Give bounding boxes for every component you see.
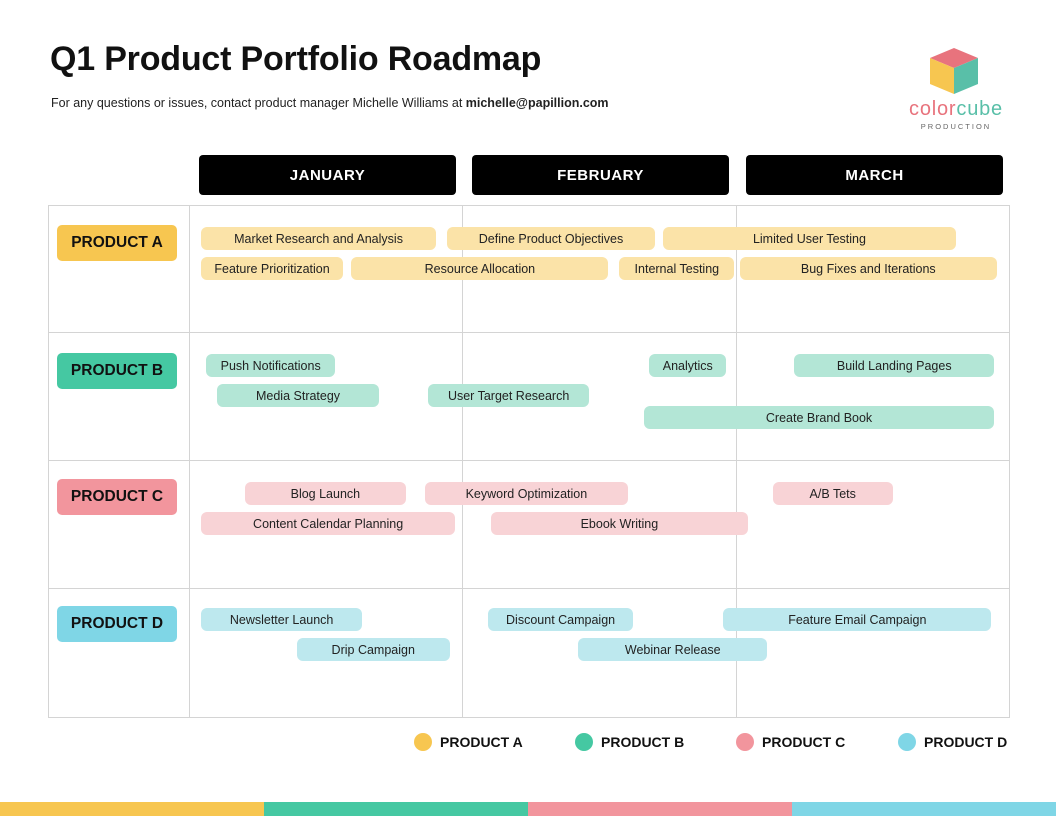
task-bar[interactable]: Drip Campaign (296, 638, 450, 661)
legend-label: PRODUCT C (762, 734, 846, 750)
logo-tagline: PRODUCTION (920, 122, 992, 131)
grid-divider (48, 588, 1010, 589)
footer-color-strip (792, 802, 1056, 816)
legend-label: PRODUCT D (924, 734, 1008, 750)
legend-label: PRODUCT A (440, 734, 523, 750)
task-bar[interactable]: Keyword Optimization (425, 482, 628, 505)
logo-wordmark: colorcube (909, 98, 1003, 120)
task-bar[interactable]: Ebook Writing (490, 512, 748, 535)
month-header-january: JANUARY (199, 155, 456, 195)
task-bar[interactable]: Build Landing Pages (794, 354, 995, 377)
product-c-label: PRODUCT C (57, 479, 177, 515)
task-bar[interactable]: Newsletter Launch (200, 608, 363, 631)
legend-item-product-c: PRODUCT C (736, 732, 845, 752)
task-bar[interactable]: Feature Email Campaign (723, 608, 992, 631)
contact-text: For any questions or issues, contact pro… (51, 96, 466, 110)
grid-divider (48, 460, 1010, 461)
task-bar[interactable]: Feature Prioritization (200, 257, 344, 280)
task-bar[interactable]: Analytics (649, 354, 727, 377)
contact-email: michelle@papillion.com (465, 96, 609, 110)
contact-subtitle: For any questions or issues, contact pro… (51, 96, 609, 110)
task-bar[interactable]: Media Strategy (217, 384, 379, 407)
task-bar[interactable]: Bug Fixes and Iterations (739, 257, 997, 280)
product-a-dot-icon (414, 733, 432, 751)
page-title: Q1 Product Portfolio Roadmap (50, 40, 542, 78)
footer-color-strip (528, 802, 792, 816)
task-bar[interactable]: Create Brand Book (644, 406, 995, 429)
task-bar[interactable]: Limited User Testing (663, 227, 956, 250)
task-bar[interactable]: User Target Research (427, 384, 590, 407)
product-d-label: PRODUCT D (57, 606, 177, 642)
task-bar[interactable]: Content Calendar Planning (200, 512, 456, 535)
colorcube-logo: colorcube PRODUCTION (896, 46, 1016, 136)
task-bar[interactable]: A/B Tets (772, 482, 893, 505)
product-a-label: PRODUCT A (57, 225, 177, 261)
task-bar[interactable]: Market Research and Analysis (200, 227, 437, 250)
grid-divider (189, 205, 190, 718)
product-d-dot-icon (898, 733, 916, 751)
grid-divider (462, 205, 463, 718)
task-bar[interactable]: Define Product Objectives (447, 227, 655, 250)
roadmap-grid (48, 205, 1010, 718)
cube-icon (930, 48, 978, 94)
legend-item-product-a: PRODUCT A (414, 732, 523, 752)
task-bar[interactable]: Webinar Release (578, 638, 768, 661)
task-bar[interactable]: Resource Allocation (351, 257, 609, 280)
product-c-dot-icon (736, 733, 754, 751)
footer-color-strip (264, 802, 528, 816)
month-header-march: MARCH (746, 155, 1003, 195)
legend-item-product-d: PRODUCT D (898, 732, 1007, 752)
grid-divider (48, 332, 1010, 333)
task-bar[interactable]: Blog Launch (244, 482, 407, 505)
legend-label: PRODUCT B (601, 734, 685, 750)
product-b-label: PRODUCT B (57, 353, 177, 389)
task-bar[interactable]: Internal Testing (619, 257, 735, 280)
legend-item-product-b: PRODUCT B (575, 732, 684, 752)
footer-color-strip (0, 802, 264, 816)
grid-divider (736, 205, 737, 718)
month-header-february: FEBRUARY (472, 155, 729, 195)
task-bar[interactable]: Push Notifications (206, 354, 335, 377)
product-b-dot-icon (575, 733, 593, 751)
task-bar[interactable]: Discount Campaign (488, 608, 634, 631)
